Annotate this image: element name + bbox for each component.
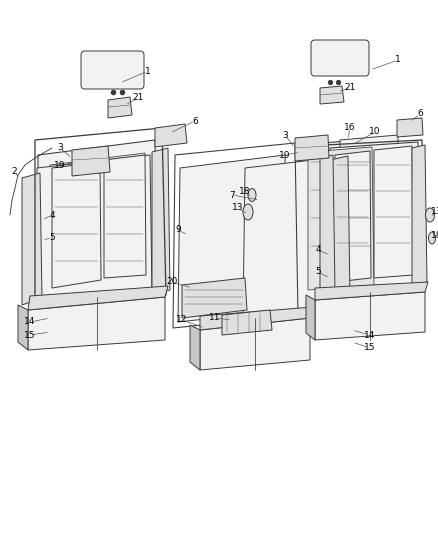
Text: 4: 4 [49, 211, 55, 220]
Text: 15: 15 [364, 343, 376, 352]
Polygon shape [320, 155, 335, 296]
Polygon shape [190, 325, 200, 370]
Ellipse shape [425, 208, 434, 222]
Text: 3: 3 [282, 131, 288, 140]
Polygon shape [28, 297, 165, 350]
Polygon shape [22, 173, 42, 305]
Text: 7: 7 [229, 190, 235, 199]
Text: 21: 21 [132, 93, 144, 102]
Text: 21: 21 [344, 84, 356, 93]
Polygon shape [320, 86, 344, 104]
Text: 14: 14 [364, 330, 376, 340]
Text: 14: 14 [25, 318, 35, 327]
Text: 5: 5 [49, 233, 55, 243]
Text: 2: 2 [11, 167, 17, 176]
Polygon shape [108, 97, 132, 118]
Text: 3: 3 [57, 143, 63, 152]
Ellipse shape [428, 232, 435, 244]
Polygon shape [50, 153, 147, 292]
Polygon shape [243, 158, 332, 318]
Ellipse shape [243, 204, 253, 220]
Text: 11: 11 [209, 313, 221, 322]
Polygon shape [18, 305, 28, 350]
Ellipse shape [248, 189, 256, 201]
Text: 13: 13 [232, 204, 244, 213]
FancyBboxPatch shape [311, 40, 369, 76]
Text: 18: 18 [431, 230, 438, 239]
FancyBboxPatch shape [81, 51, 144, 89]
Polygon shape [338, 135, 400, 285]
Polygon shape [335, 151, 371, 282]
Text: 6: 6 [192, 117, 198, 125]
Polygon shape [306, 295, 315, 340]
Polygon shape [28, 286, 168, 310]
Text: 12: 12 [177, 316, 188, 325]
Polygon shape [412, 145, 427, 285]
Polygon shape [104, 155, 146, 278]
Polygon shape [295, 135, 329, 161]
Polygon shape [315, 292, 425, 340]
Polygon shape [222, 310, 272, 335]
Polygon shape [178, 155, 288, 322]
Polygon shape [315, 282, 428, 300]
Polygon shape [72, 146, 110, 176]
Text: 1: 1 [395, 55, 401, 64]
Polygon shape [374, 146, 413, 278]
Polygon shape [200, 318, 310, 370]
Polygon shape [38, 140, 158, 305]
Text: 19: 19 [279, 150, 291, 159]
Polygon shape [298, 138, 382, 298]
Text: 18: 18 [239, 188, 251, 197]
Polygon shape [152, 148, 170, 295]
Polygon shape [155, 124, 187, 147]
Polygon shape [200, 307, 313, 330]
Text: 1: 1 [145, 67, 151, 76]
Text: 10: 10 [369, 127, 381, 136]
Text: 16: 16 [344, 124, 356, 133]
Text: 5: 5 [315, 268, 321, 277]
Polygon shape [37, 155, 152, 305]
Text: 15: 15 [24, 330, 36, 340]
Polygon shape [182, 278, 247, 318]
Polygon shape [308, 147, 374, 290]
Polygon shape [397, 118, 423, 137]
Polygon shape [328, 142, 420, 290]
Text: 19: 19 [54, 161, 66, 171]
Text: 13: 13 [431, 207, 438, 216]
Text: 4: 4 [315, 246, 321, 254]
Text: 20: 20 [166, 278, 178, 287]
Text: 6: 6 [417, 109, 423, 118]
Polygon shape [52, 162, 101, 288]
Text: 9: 9 [175, 225, 181, 235]
Polygon shape [330, 156, 350, 305]
